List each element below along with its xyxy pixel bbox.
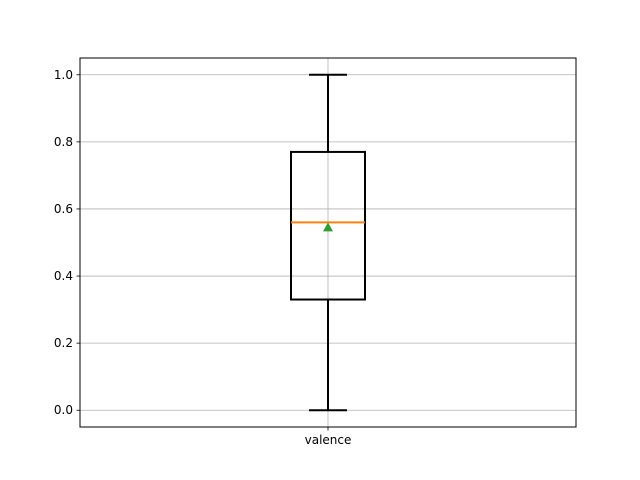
y-tick-label: 0.0 [54,403,73,417]
y-tick-label: 0.2 [54,336,73,350]
box-layer [290,73,366,412]
axes-layer: 0.0 0.2 0.4 0.6 0.8 1.0 valence [54,68,351,447]
y-tick-label: 0.8 [54,135,73,149]
plot-frame [79,57,577,428]
y-tick-label: 0.6 [54,202,73,216]
mean-marker [323,222,333,232]
y-tick-label: 1.0 [54,68,73,82]
y-tick-label: 0.4 [54,269,73,283]
x-tick-label: valence [305,433,352,447]
iqr-box [290,150,366,301]
